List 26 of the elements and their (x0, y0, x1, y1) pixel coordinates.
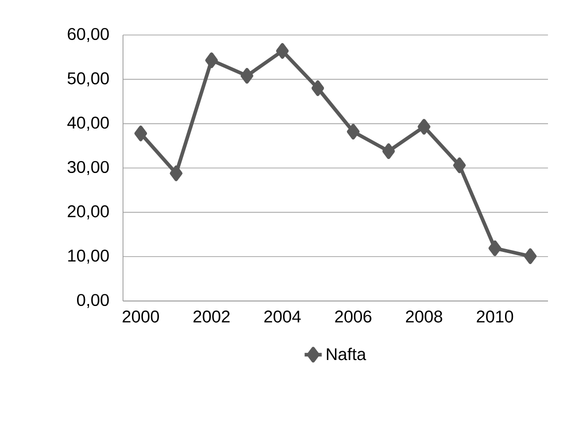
point (418, 118, 430, 135)
legend-label: Nafta (326, 348, 366, 360)
x-tick-label: 2008 (406, 310, 442, 323)
x-tick-label: 2006 (335, 310, 372, 323)
point (240, 68, 254, 84)
x-tick-label: 2010 (476, 310, 514, 323)
x-tick-label: 2004 (264, 310, 301, 323)
point (134, 126, 148, 142)
y-tick-label: 30,00 (68, 160, 109, 176)
y-tick-label: 20,00 (68, 205, 109, 220)
y-tick-label: 50,00 (68, 72, 109, 86)
point (488, 240, 502, 256)
point (453, 158, 466, 174)
x-tick-label: 2002 (194, 310, 230, 323)
point (346, 124, 360, 140)
y-tick-label: 60,00 (68, 28, 109, 42)
point (382, 143, 395, 159)
point (170, 166, 182, 182)
y-tick-label: 10,00 (68, 250, 109, 264)
point (524, 248, 537, 264)
x-tick-label: 2000 (122, 310, 159, 323)
point (311, 80, 324, 96)
y-tick-label: 40,00 (67, 116, 109, 131)
point (276, 43, 289, 59)
point (205, 52, 218, 68)
y-tick-label: 0,00 (77, 294, 109, 308)
